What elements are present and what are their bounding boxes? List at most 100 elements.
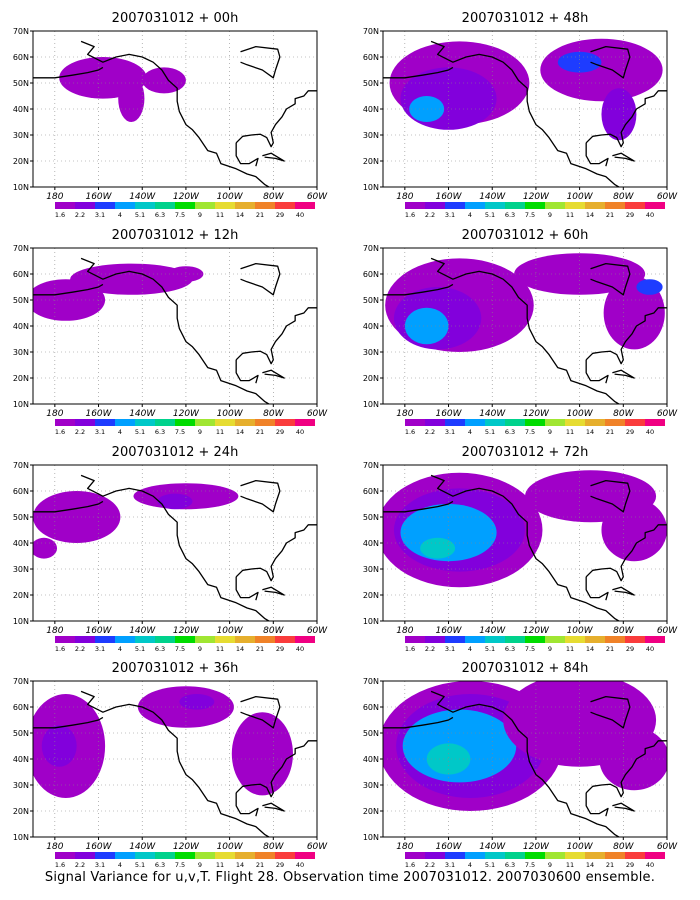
colorbar-label: 3.1: [95, 861, 105, 869]
y-tick-label: 30N: [363, 781, 379, 790]
colorbar-swatch: [275, 419, 295, 426]
coastline: [585, 792, 609, 817]
coastline: [235, 142, 259, 167]
colorbar-label: 21: [256, 428, 264, 436]
colorbar-swatch: [255, 202, 275, 209]
y-tick-label: 40N: [13, 322, 29, 331]
colorbar-label: 11: [216, 645, 224, 653]
y-tick-label: 70N: [363, 677, 379, 686]
colorbar-label: 5.1: [485, 428, 495, 436]
variance-contour-level-2: [636, 279, 663, 295]
colorbar-swatch: [235, 852, 255, 859]
colorbar-swatch: [255, 419, 275, 426]
colorbar-swatch: [175, 852, 195, 859]
y-tick-label: 20N: [363, 374, 379, 383]
colorbar-swatch: [445, 852, 465, 859]
y-tick-label: 40N: [13, 105, 29, 114]
y-tick-label: 10N: [363, 400, 379, 409]
colorbar-swatch: [195, 202, 215, 209]
colorbar-label: 5.1: [135, 428, 145, 436]
x-tick-label: 60W: [307, 842, 328, 852]
colorbar-swatch: [645, 419, 665, 426]
colorbar-swatch: [215, 419, 235, 426]
y-tick-label: 20N: [13, 591, 29, 600]
colorbar-swatch: [275, 202, 295, 209]
panel-title: 2007031012 + 72h: [462, 445, 589, 460]
x-tick-label: 160W: [85, 626, 112, 636]
colorbar: 1.6 2.2 3.1 4 5.1 6.3 7.5 9 11 14 21 29 40: [405, 202, 665, 219]
colorbar-swatch: [155, 852, 175, 859]
coastline: [383, 500, 454, 513]
x-tick-label: 80W: [613, 842, 634, 852]
y-tick-label: 40N: [13, 539, 29, 548]
colorbar-label: 2.2: [425, 861, 435, 869]
colorbar-swatch: [625, 852, 645, 859]
colorbar-swatch: [605, 202, 625, 209]
y-tick-label: 70N: [363, 461, 379, 470]
colorbar-swatch: [505, 636, 525, 643]
coastline: [262, 152, 285, 162]
x-tick-label: 80W: [613, 626, 634, 636]
x-tick-label: 140W: [129, 192, 156, 202]
colorbar-label: 4: [118, 861, 122, 869]
colorbar-swatch: [195, 852, 215, 859]
colorbar-swatch: [545, 852, 565, 859]
colorbar-label: 40: [296, 211, 304, 219]
coastline: [590, 695, 631, 729]
panel-title: 2007031012 + 36h: [112, 661, 239, 676]
colorbar-label: 9: [198, 861, 202, 869]
colorbar-label: 1.6: [405, 211, 415, 219]
colorbar-label: 7.5: [525, 211, 535, 219]
colorbar-swatch: [135, 636, 155, 643]
coastline: [585, 359, 609, 384]
x-tick-label: 140W: [479, 192, 506, 202]
y-tick-label: 30N: [13, 131, 29, 140]
coastline: [33, 283, 104, 296]
colorbar-swatch: [445, 202, 465, 209]
colorbar-swatch: [585, 852, 605, 859]
colorbar-swatch: [235, 202, 255, 209]
y-tick-label: 10N: [13, 183, 29, 192]
colorbar-label: 4: [468, 211, 472, 219]
colorbar-label: 40: [296, 645, 304, 653]
x-tick-label: 100W: [217, 409, 244, 419]
colorbar-swatch: [565, 636, 585, 643]
x-tick-label: 60W: [657, 192, 678, 202]
variance-contour-level-0: [33, 491, 121, 543]
coastline: [235, 90, 317, 148]
y-tick-label: 50N: [13, 729, 29, 738]
colorbar-swatch: [55, 852, 75, 859]
colorbar-swatch: [115, 636, 135, 643]
colorbar-label: 6.3: [155, 428, 165, 436]
y-tick-label: 30N: [13, 565, 29, 574]
colorbar-label: 7.5: [175, 211, 185, 219]
x-tick-label: 140W: [479, 409, 506, 419]
y-tick-label: 60N: [363, 487, 379, 496]
x-tick-label: 160W: [435, 626, 462, 636]
colorbar-swatch: [195, 419, 215, 426]
x-tick-label: 120W: [523, 626, 550, 636]
y-tick-label: 70N: [13, 677, 29, 686]
colorbar-label: 29: [276, 428, 284, 436]
y-tick-label: 20N: [13, 374, 29, 383]
colorbar-label: 2.2: [75, 645, 85, 653]
colorbar-label: 4: [468, 428, 472, 436]
colorbar-label: 40: [646, 645, 654, 653]
colorbar-swatch: [565, 852, 585, 859]
colorbar-swatch: [295, 419, 315, 426]
x-tick-label: 180: [46, 626, 63, 636]
colorbar-swatch: [605, 852, 625, 859]
y-tick-label: 60N: [13, 53, 29, 62]
y-tick-label: 70N: [363, 244, 379, 253]
y-tick-label: 50N: [363, 729, 379, 738]
y-tick-label: 70N: [363, 27, 379, 36]
x-tick-label: 100W: [567, 626, 594, 636]
colorbar-swatch: [155, 419, 175, 426]
coastline: [262, 369, 285, 379]
x-tick-label: 120W: [523, 192, 550, 202]
colorbar-swatch: [75, 636, 95, 643]
colorbar-swatch: [295, 202, 315, 209]
x-tick-label: 80W: [613, 409, 634, 419]
x-tick-label: 140W: [129, 409, 156, 419]
colorbar-swatch: [175, 636, 195, 643]
